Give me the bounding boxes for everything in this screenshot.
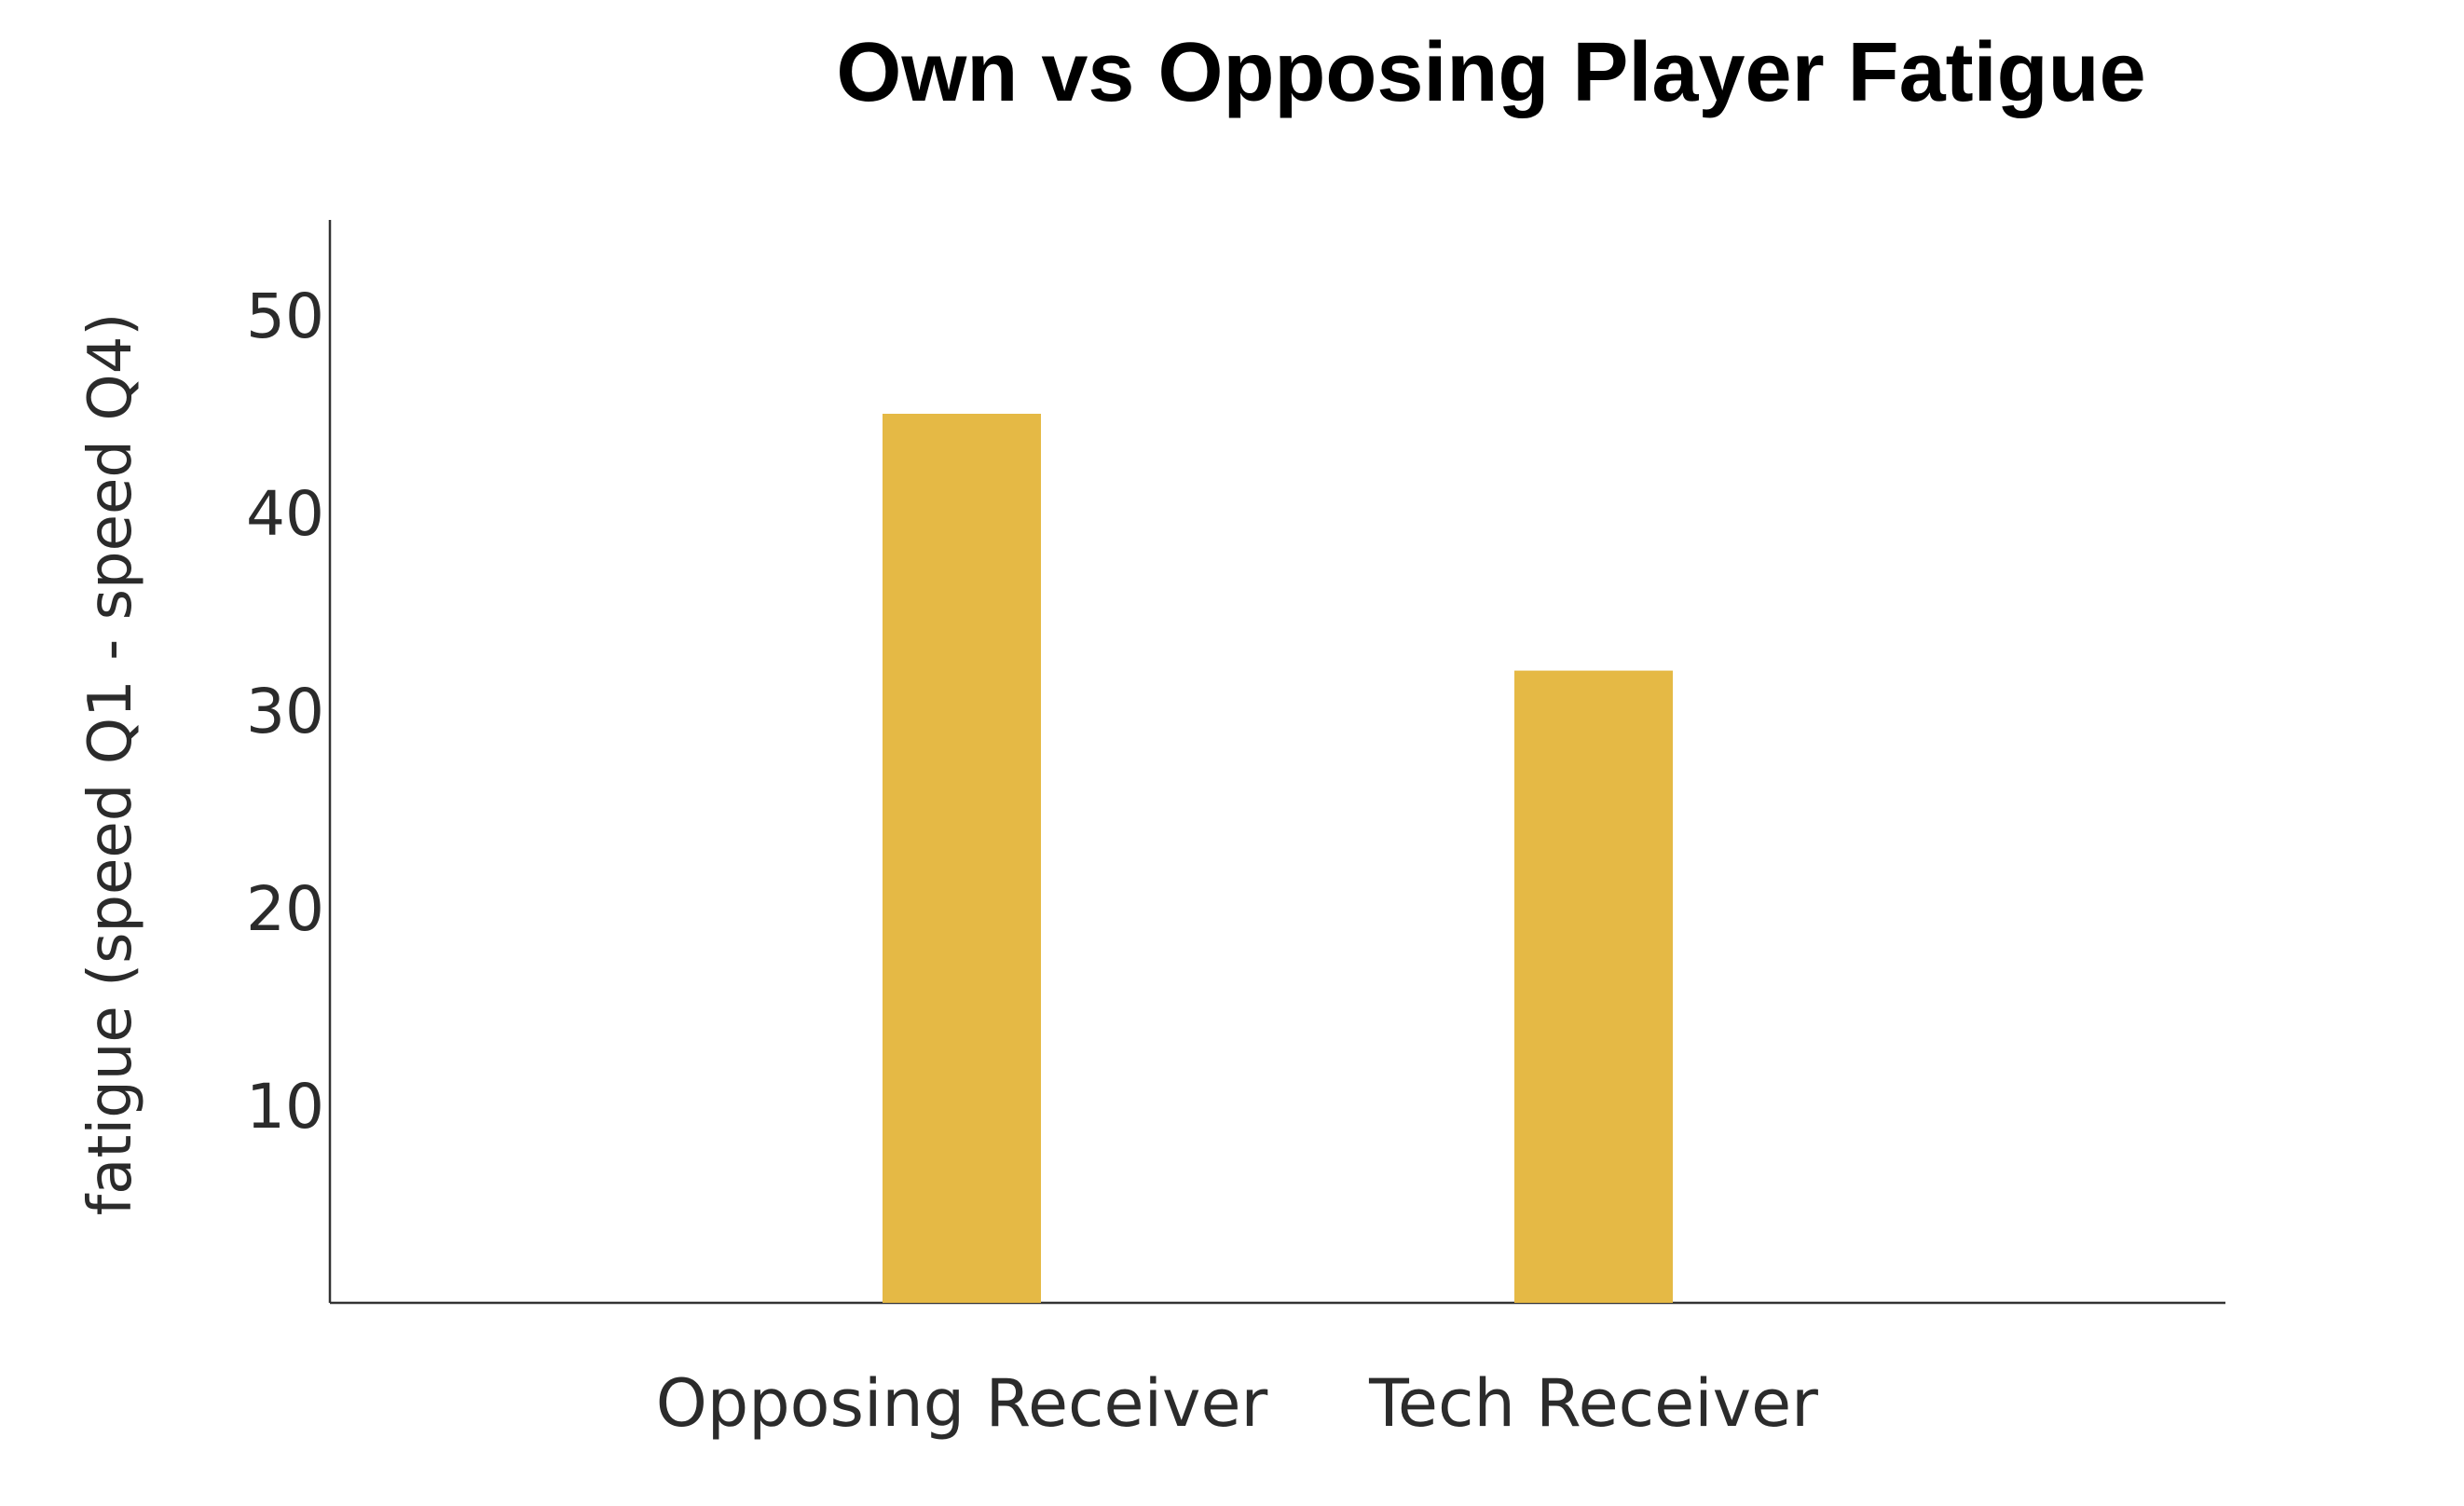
y-axis-label: fatigue (speed Q1 - speed Q4) [76,313,145,1216]
category-label: Tech Receiver [1368,1365,1818,1442]
bar [1514,670,1673,1303]
category-labels: Opposing Receiver Tech Receiver [656,1365,1818,1442]
chart-title: Own vs Opposing Player Fatigue [836,26,2145,119]
y-tick-label: 30 [246,676,324,747]
bars [883,414,1673,1303]
y-tick-labels: 10 20 30 40 50 [246,281,324,1143]
y-tick-label: 40 [246,478,324,550]
category-label: Opposing Receiver [656,1365,1268,1442]
bar [883,414,1041,1303]
y-tick-label: 20 [246,873,324,945]
y-tick-label: 50 [246,281,324,352]
y-tick-label: 10 [246,1071,324,1143]
